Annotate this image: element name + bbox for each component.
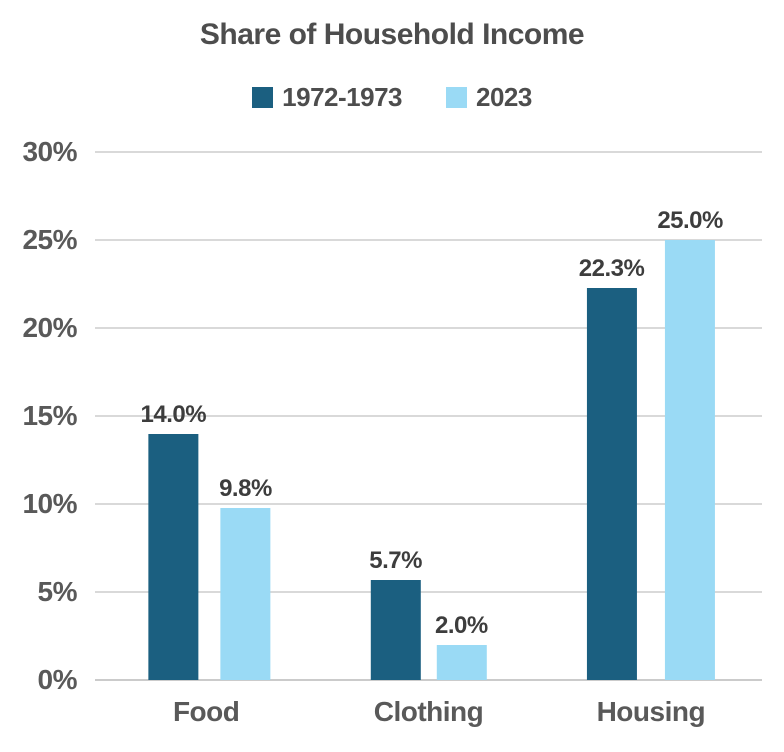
bar-housing-1972-1973 — [586, 287, 637, 680]
data-label-housing-1972-1973: 22.3% — [578, 254, 645, 282]
bar-wrap-clothing-2023: 2.0% — [435, 152, 488, 680]
bar-pair-housing: 22.3% 25.0% — [579, 152, 723, 680]
legend-swatch-dark — [252, 87, 274, 108]
y-tick-label-25: 25% — [22, 224, 77, 255]
data-label-clothing-1972-1973: 5.7% — [369, 546, 422, 574]
y-tick-label-15: 15% — [22, 400, 77, 431]
plot-area: 14.0% 9.8% 5.7% 2.0% 22.3% 25.0% — [95, 151, 762, 681]
category-slot-food: 14.0% 9.8% — [95, 152, 317, 680]
category-label-clothing: Clothing — [373, 696, 484, 727]
gridline-30 — [95, 151, 762, 153]
y-tick-label-20: 20% — [22, 312, 77, 343]
bar-clothing-2023 — [436, 644, 487, 680]
gridline-0 — [95, 679, 762, 681]
y-tick-label-0: 0% — [37, 664, 78, 695]
bar-pair-food: 14.0% 9.8% — [141, 152, 272, 680]
category-slot-housing: 22.3% 25.0% — [540, 152, 762, 680]
gridline-15 — [95, 415, 762, 417]
category-slot-clothing: 5.7% 2.0% — [317, 152, 539, 680]
bar-housing-2023 — [665, 240, 716, 680]
bar-wrap-food-1972-1973: 14.0% — [141, 152, 207, 680]
gridline-5 — [95, 591, 762, 593]
y-tick-label-10: 10% — [22, 488, 77, 519]
bar-wrap-food-2023: 9.8% — [219, 152, 272, 680]
data-label-clothing-2023: 2.0% — [434, 611, 488, 639]
gridline-20 — [95, 327, 762, 329]
legend-swatch-light — [446, 87, 467, 108]
y-tick-label-30: 30% — [22, 136, 77, 167]
legend-label: 2023 — [476, 82, 532, 112]
bar-food-1972-1973 — [148, 433, 199, 680]
legend-item-2023: 2023 — [446, 82, 532, 113]
chart-title: Share of Household Income — [199, 18, 585, 51]
bar-wrap-clothing-1972-1973: 5.7% — [369, 152, 422, 680]
bar-wrap-housing-1972-1973: 22.3% — [579, 152, 645, 680]
x-axis: Food Clothing Housing — [95, 680, 762, 750]
y-axis: 0% 5% 10% 15% 20% 25% 30% — [0, 138, 85, 694]
gridline-10 — [95, 503, 762, 505]
gridline-25 — [95, 239, 762, 241]
bar-pair-clothing: 5.7% 2.0% — [369, 152, 488, 680]
category-label-food: Food — [172, 696, 240, 727]
bar-clothing-1972-1973 — [370, 579, 421, 680]
y-tick-label-5: 5% — [37, 576, 78, 607]
data-label-housing-2023: 25.0% — [657, 207, 723, 234]
legend: 1972-1973 2023 — [0, 82, 784, 113]
data-label-food-2023: 9.8% — [219, 474, 272, 502]
legend-label: 1972-1973 — [282, 82, 402, 112]
bar-wrap-housing-2023: 25.0% — [657, 152, 723, 680]
bar-food-2023 — [220, 507, 271, 680]
data-label-food-1972-1973: 14.0% — [140, 400, 207, 428]
legend-item-1972-1973: 1972-1973 — [252, 82, 402, 113]
category-label-housing: Housing — [596, 696, 706, 727]
